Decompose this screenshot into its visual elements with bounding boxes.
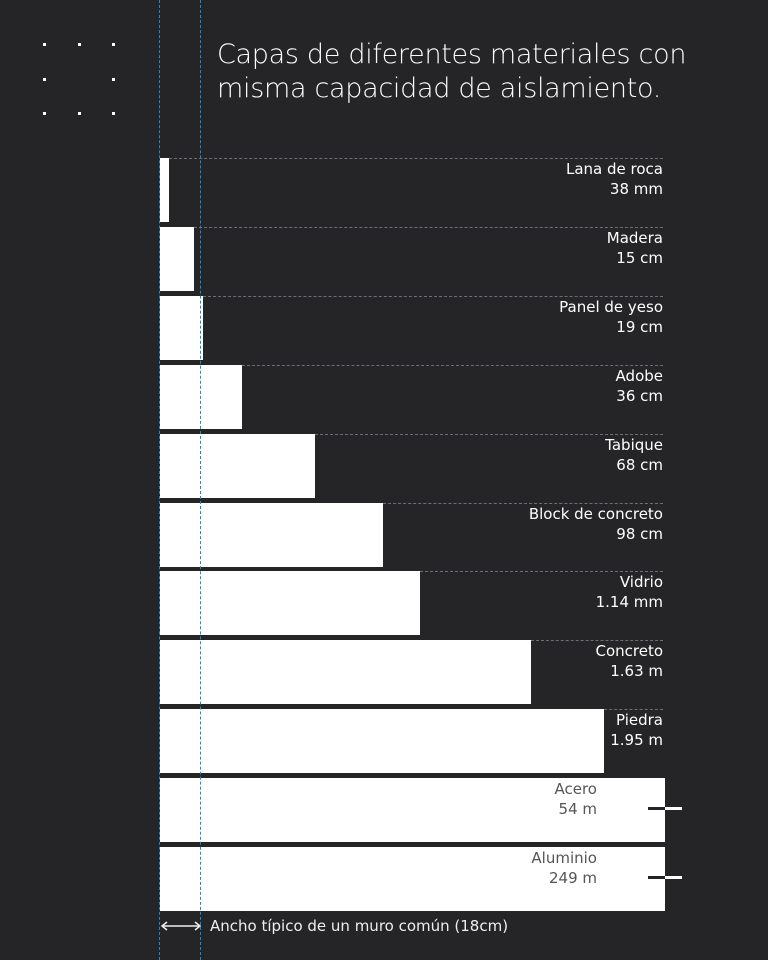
category-label: Lana de roca [566, 160, 663, 178]
bar-aluminio [160, 847, 665, 911]
gridline [168, 158, 663, 159]
gridline [314, 434, 663, 435]
bar-label: Acero 54 m [555, 779, 598, 819]
bar-label: Adobe 36 cm [616, 366, 663, 406]
bar-label: Lana de roca 38 mm [566, 159, 663, 199]
category-label: Piedra [616, 711, 663, 729]
dot [43, 112, 46, 115]
value-label: 19 cm [616, 318, 663, 336]
bar-label: Panel de yeso 19 cm [559, 297, 663, 337]
gridline [194, 227, 663, 228]
category-label: Aluminio [531, 849, 597, 867]
bar-block-de-concreto [160, 503, 384, 567]
value-label: 68 cm [616, 456, 663, 474]
title-line: Capas de diferentes materiales con [217, 39, 687, 70]
reference-line-start [159, 0, 160, 960]
bar-lana-de-roca [160, 158, 169, 222]
value-label: 98 cm [616, 525, 663, 543]
gridline [419, 571, 663, 572]
dot [112, 112, 115, 115]
category-label: Adobe [615, 367, 663, 385]
reference-line-end [200, 0, 201, 960]
value-label: 54 m [558, 800, 597, 818]
dot [43, 43, 46, 46]
dot [43, 78, 46, 81]
category-label: Tabique [605, 436, 663, 454]
bar-concreto [160, 640, 532, 704]
bar-madera [160, 227, 195, 291]
dot [78, 43, 81, 46]
axis-break-mark [665, 807, 682, 810]
axis-break-mark [665, 876, 682, 879]
bar-acero [160, 778, 665, 842]
dot [112, 78, 115, 81]
dot [78, 112, 81, 115]
bar-vidrio [160, 571, 420, 635]
value-label: 1.14 mm [595, 593, 663, 611]
value-label: 38 mm [609, 180, 663, 198]
category-label: Acero [554, 780, 598, 798]
bar-label: Madera 15 cm [607, 228, 663, 268]
double-arrow-icon [160, 921, 202, 931]
bar-label: Aluminio 249 m [531, 848, 597, 888]
bar-label: Vidrio 1.14 mm [596, 572, 663, 612]
bar-tabique [160, 434, 315, 498]
bar-label: Tabique 68 cm [605, 435, 663, 475]
bar-adobe [160, 365, 242, 429]
value-label: 36 cm [616, 387, 663, 405]
title-line: misma capacidad de aislamiento. [217, 73, 662, 104]
gridline [604, 709, 663, 710]
gridline [242, 365, 663, 366]
bar-panel-de-yeso [160, 296, 204, 360]
reference-note: Ancho típico de un muro común (18cm) [210, 917, 509, 935]
category-label: Concreto [595, 642, 663, 660]
value-label: 1.63 m [610, 662, 663, 680]
category-label: Vidrio [619, 573, 663, 591]
value-label: 15 cm [616, 249, 663, 267]
category-label: Madera [606, 229, 663, 247]
value-label: 249 m [548, 869, 597, 887]
bar-label: Piedra 1.95 m [610, 710, 663, 750]
bar-label: Concreto 1.63 m [595, 641, 663, 681]
gridline [531, 640, 663, 641]
gridline [383, 503, 663, 504]
dot [112, 43, 115, 46]
category-label: Block de concreto [528, 505, 663, 523]
value-label: 1.95 m [610, 731, 663, 749]
axis-break-mark [648, 876, 665, 879]
bar-piedra [160, 709, 605, 773]
category-label: Panel de yeso [559, 298, 663, 316]
gridline [203, 296, 663, 297]
chart-title: Capas de diferentes materiales con misma… [217, 38, 686, 106]
bar-label: Block de concreto 98 cm [529, 504, 663, 544]
axis-break-mark [648, 807, 665, 810]
